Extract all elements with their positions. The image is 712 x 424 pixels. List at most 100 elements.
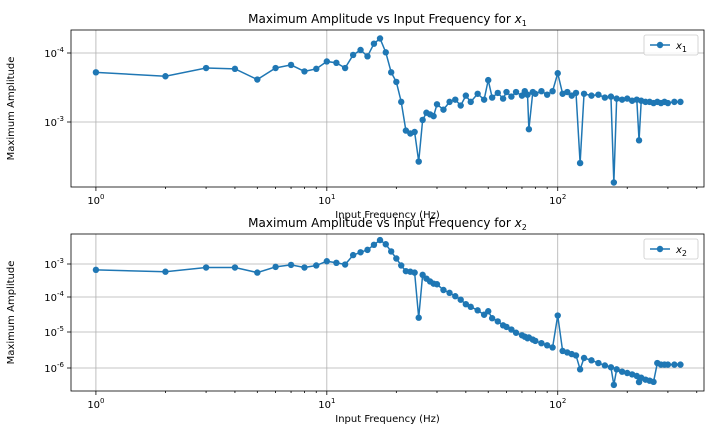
chart1-point-33 <box>457 102 464 109</box>
chart1-point-81 <box>677 98 684 106</box>
chart2-point-66 <box>613 366 620 373</box>
chart1-point-65 <box>610 179 618 186</box>
chart2-ytick-label-1: 10-5 <box>44 325 64 339</box>
chart2-point-75 <box>650 378 657 386</box>
chart1-point-28 <box>430 112 437 120</box>
chart1-ytick-label-1: 10-3 <box>44 115 64 129</box>
chart1-point-9 <box>323 58 331 65</box>
chart1-point-68 <box>624 95 631 102</box>
chart1-point-40 <box>494 89 501 97</box>
chart1-point-43 <box>508 93 515 100</box>
chart1-xtick-label-0: 100 <box>87 193 104 207</box>
chart2-point-44 <box>512 329 520 336</box>
chart2-point-31 <box>446 289 453 297</box>
chart2-point-18 <box>387 248 395 255</box>
chart1-point-25 <box>419 116 426 124</box>
chart2-frame <box>70 233 705 392</box>
chart1-legend-box <box>643 34 699 56</box>
chart2-point-58 <box>572 352 580 359</box>
chart1-point-8 <box>313 65 320 73</box>
chart2-point-39 <box>488 315 496 322</box>
chart1-point-31 <box>446 98 453 106</box>
chart2-legend-marker <box>656 245 664 253</box>
chart2-point-10 <box>333 259 340 266</box>
chart1-xtick-label-2: 102 <box>549 193 566 207</box>
chart1-legend-label: x1 <box>675 41 687 54</box>
chart2-point-2 <box>202 264 210 271</box>
chart2-point-33 <box>457 296 464 303</box>
chart2-point-1 <box>162 268 169 275</box>
chart1-point-15 <box>370 40 378 47</box>
chart2-point-67 <box>618 368 626 375</box>
chart2-point-65 <box>610 381 618 389</box>
chart2-point-6 <box>287 261 295 269</box>
chart1-legend-marker <box>656 41 664 49</box>
chart1-point-18 <box>387 69 395 76</box>
chart2-title: Maximum Amplitude vs Input Frequency for… <box>248 216 527 232</box>
chart1-point-6 <box>287 61 295 69</box>
chart2-point-29 <box>433 281 441 288</box>
chart1-point-39 <box>488 94 496 101</box>
chart1-point-19 <box>393 78 400 86</box>
chart1-point-32 <box>452 96 459 103</box>
chart2-point-36 <box>474 307 481 314</box>
chart2-point-40 <box>494 318 501 325</box>
chart1-point-60 <box>580 90 588 97</box>
chart2-point-63 <box>601 362 609 369</box>
chart1-point-23 <box>411 128 418 136</box>
chart1-point-20 <box>398 98 405 106</box>
chart1-point-12 <box>349 51 357 59</box>
chart2-ytick-label-3: 10-3 <box>44 257 64 271</box>
chart1-point-48 <box>525 126 533 133</box>
chart1-title: Maximum Amplitude vs Input Frequency for… <box>248 12 527 28</box>
chart1-point-53 <box>549 87 556 95</box>
chart2-point-64 <box>607 364 615 371</box>
chart1-point-56 <box>564 88 571 96</box>
chart2-point-50 <box>532 337 539 345</box>
chart1-xlabel: Input Frequency (Hz) <box>335 210 440 221</box>
chart1-point-47 <box>524 91 531 98</box>
chart2-point-59 <box>576 366 584 373</box>
chart1-point-64 <box>607 93 615 100</box>
chart1-series-0-line <box>95 37 681 183</box>
chart2-point-13 <box>357 249 364 256</box>
chart2-xtick-label-1: 101 <box>318 397 335 411</box>
chart2-point-60 <box>580 354 588 362</box>
chart2-point-62 <box>595 359 602 367</box>
chart2-point-61 <box>588 357 595 364</box>
chart2-point-16 <box>376 236 384 244</box>
chart2-point-32 <box>452 293 459 300</box>
chart2-legend-label: x2 <box>675 245 687 258</box>
chart1-point-61 <box>588 92 595 99</box>
chart1-point-5 <box>272 64 279 72</box>
chart1-xtick-label-1: 101 <box>318 193 335 207</box>
chart2-point-51 <box>538 339 545 347</box>
chart2-point-0 <box>92 266 100 274</box>
chart1-point-80 <box>671 98 678 106</box>
chart2-xtick-label-0: 100 <box>87 397 104 411</box>
chart2-point-79 <box>664 361 672 368</box>
chart2-point-9 <box>323 258 331 265</box>
chart1-point-66 <box>613 95 620 102</box>
chart2-point-54 <box>554 312 561 319</box>
chart1-point-4 <box>254 76 261 83</box>
chart2-point-38 <box>485 308 492 315</box>
chart2-xlabel: Input Frequency (Hz) <box>335 414 440 424</box>
chart1-point-29 <box>433 101 441 108</box>
chart1-point-10 <box>333 59 340 67</box>
chart1-point-24 <box>415 158 422 165</box>
chart1-point-0 <box>92 69 100 76</box>
chart1-point-59 <box>576 159 584 167</box>
chart1-point-52 <box>543 91 551 98</box>
chart1-point-34 <box>462 92 470 99</box>
chart2-ylabel: Maximum Amplitude <box>6 261 17 365</box>
chart2-point-42 <box>503 323 510 331</box>
chart2-point-30 <box>440 286 447 294</box>
chart2: 100 101 102 10-6 10-5 10-4 10-3 Maximum Amplitu… <box>6 216 705 424</box>
chart1: 100 101 102 10-4 10-3 Maximum Amplitude vs In… <box>6 12 705 221</box>
chart1-point-13 <box>357 46 364 54</box>
chart2-xtick-label-2: 102 <box>549 397 566 411</box>
chart2-point-20 <box>398 262 405 269</box>
chart1-point-50 <box>532 90 539 97</box>
chart2-point-15 <box>370 241 378 248</box>
